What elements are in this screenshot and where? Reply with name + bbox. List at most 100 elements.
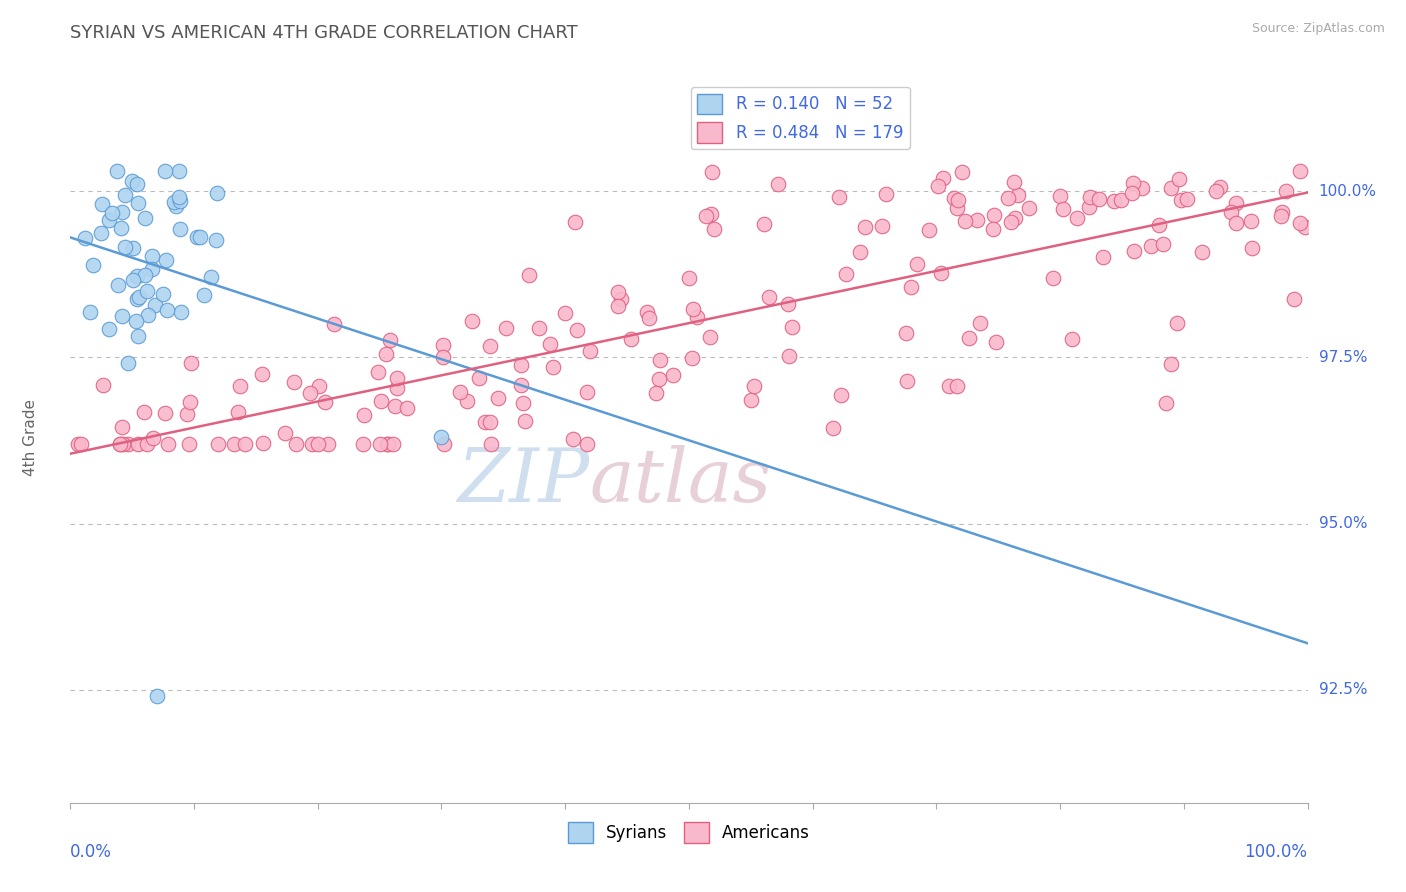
Point — [509, 359, 531, 373]
Point — [527, 321, 550, 335]
Point — [1240, 214, 1263, 228]
Point — [169, 222, 191, 236]
Point — [1122, 244, 1144, 258]
Point — [97, 322, 120, 336]
Point — [699, 330, 721, 344]
Point — [367, 365, 389, 379]
Point — [1092, 250, 1115, 264]
Point — [224, 436, 246, 450]
Point — [486, 391, 509, 405]
Point — [142, 431, 165, 445]
Point — [620, 332, 643, 346]
Point — [538, 336, 561, 351]
Point — [381, 436, 404, 450]
Point — [73, 230, 96, 244]
Point — [1152, 236, 1174, 251]
Point — [699, 207, 721, 221]
Text: SYRIAN VS AMERICAN 4TH GRADE CORRELATION CHART: SYRIAN VS AMERICAN 4TH GRADE CORRELATION… — [70, 24, 578, 42]
Point — [830, 387, 852, 401]
Point — [896, 326, 918, 341]
Point — [432, 338, 454, 352]
Point — [905, 257, 928, 271]
Point — [576, 385, 599, 400]
Point — [567, 323, 589, 337]
Point — [167, 164, 190, 178]
Point — [478, 339, 501, 353]
Point — [1225, 196, 1247, 211]
Point — [1160, 357, 1182, 371]
Point — [681, 351, 703, 365]
Point — [562, 432, 585, 446]
Point — [127, 436, 149, 450]
Point — [460, 314, 482, 328]
Point — [107, 277, 129, 292]
Point — [900, 280, 922, 294]
Point — [125, 292, 148, 306]
Point — [165, 199, 187, 213]
Point — [101, 206, 124, 220]
Point — [91, 197, 114, 211]
Point — [695, 209, 717, 223]
Point — [946, 378, 969, 392]
Point — [274, 426, 297, 441]
Point — [385, 371, 408, 385]
Text: ZIP: ZIP — [458, 445, 591, 517]
Point — [780, 320, 803, 334]
Point — [111, 204, 134, 219]
Point — [250, 367, 273, 381]
Point — [661, 368, 683, 383]
Point — [1289, 164, 1312, 178]
Point — [318, 436, 340, 450]
Point — [950, 165, 973, 179]
Point — [152, 286, 174, 301]
Point — [285, 436, 308, 450]
Point — [474, 415, 496, 429]
Point — [117, 355, 139, 369]
Point — [517, 268, 540, 282]
Point — [205, 186, 228, 201]
Point — [146, 690, 169, 704]
Point — [368, 436, 391, 450]
Point — [1139, 239, 1161, 253]
Point — [370, 394, 392, 409]
Point — [927, 178, 949, 193]
Point — [169, 190, 191, 204]
Point — [352, 436, 374, 450]
Point — [778, 349, 800, 363]
Point — [396, 401, 419, 416]
Point — [141, 261, 163, 276]
Point — [648, 372, 671, 386]
Text: 95.0%: 95.0% — [1319, 516, 1367, 531]
Point — [143, 298, 166, 312]
Point — [578, 343, 600, 358]
Point — [229, 379, 252, 393]
Point — [114, 187, 136, 202]
Point — [1175, 192, 1198, 206]
Point — [122, 273, 145, 287]
Point — [135, 284, 157, 298]
Point — [112, 436, 135, 450]
Point — [301, 436, 323, 450]
Point — [299, 386, 322, 401]
Point — [1000, 215, 1022, 229]
Point — [252, 436, 274, 450]
Point — [1018, 201, 1040, 215]
Point — [607, 285, 630, 299]
Point — [179, 395, 201, 409]
Point — [155, 252, 177, 267]
Point — [778, 297, 800, 311]
Point — [110, 420, 132, 434]
Point — [188, 230, 211, 244]
Point — [495, 321, 517, 335]
Point — [1170, 193, 1192, 207]
Point — [645, 386, 668, 401]
Point — [136, 436, 159, 450]
Point — [430, 430, 453, 444]
Point — [918, 223, 941, 237]
Point — [966, 213, 988, 227]
Point — [132, 405, 155, 419]
Point — [638, 310, 661, 325]
Point — [69, 436, 91, 450]
Point — [136, 308, 159, 322]
Point — [177, 436, 200, 450]
